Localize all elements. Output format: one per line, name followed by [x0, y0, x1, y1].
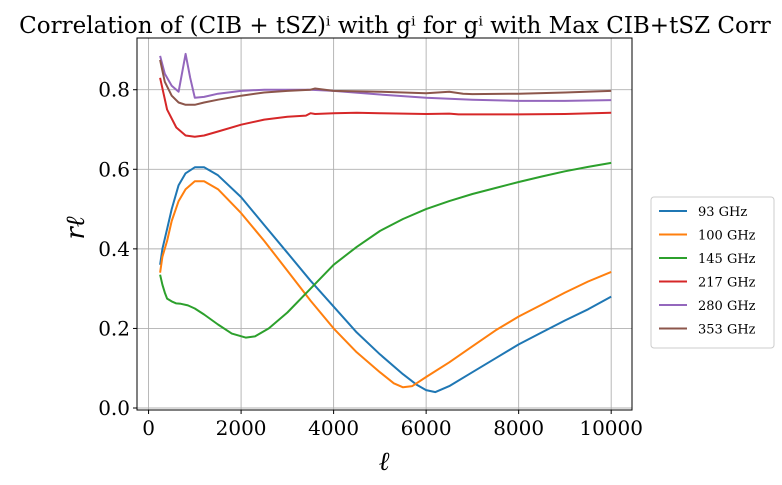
- legend-label: 100 GHz: [698, 229, 756, 244]
- y-tick-label: 0.2: [98, 316, 130, 340]
- y-tick-label: 0.4: [98, 237, 130, 261]
- x-tick-label: 8000: [493, 416, 544, 440]
- x-tick-label: 10000: [579, 416, 643, 440]
- series-line-4: [159, 52, 612, 102]
- x-tick-label: 0: [142, 416, 155, 440]
- x-axis: 0 2000 4000 6000 8000 10000: [142, 410, 643, 440]
- legend: 93 GHz 100 GHz 145 GHz 217 GHz 280 GHz 353 GH…: [650, 196, 775, 349]
- series-line-1: [159, 180, 612, 389]
- y-tick-label: 0.8: [98, 78, 130, 102]
- legend-label: 217 GHz: [698, 276, 756, 291]
- y-tick-label: 0.0: [98, 396, 130, 420]
- y-tick-label: 0.6: [98, 157, 130, 181]
- legend-label: 353 GHz: [698, 323, 756, 338]
- x-tick-label: 2000: [216, 416, 267, 440]
- grid-lines: [137, 38, 632, 410]
- legend-label: 280 GHz: [698, 299, 756, 314]
- x-tick-label: 4000: [308, 416, 359, 440]
- series-layer: [159, 52, 612, 394]
- x-axis-label: ℓ: [379, 447, 390, 477]
- series-line-2: [159, 161, 612, 339]
- series-line-3: [159, 77, 612, 138]
- series-line-5: [159, 59, 612, 106]
- chart-title: Correlation of (CIB + tSZ)ⁱ with gⁱ for …: [19, 13, 771, 39]
- plot-frame: [136, 37, 633, 411]
- y-axis-label: rℓ: [61, 216, 91, 239]
- series-line-0: [159, 166, 612, 394]
- legend-label: 145 GHz: [698, 252, 756, 267]
- x-tick-label: 6000: [401, 416, 452, 440]
- legend-label: 93 GHz: [698, 205, 747, 220]
- y-axis: 0.0 0.2 0.4 0.6 0.8: [98, 78, 137, 420]
